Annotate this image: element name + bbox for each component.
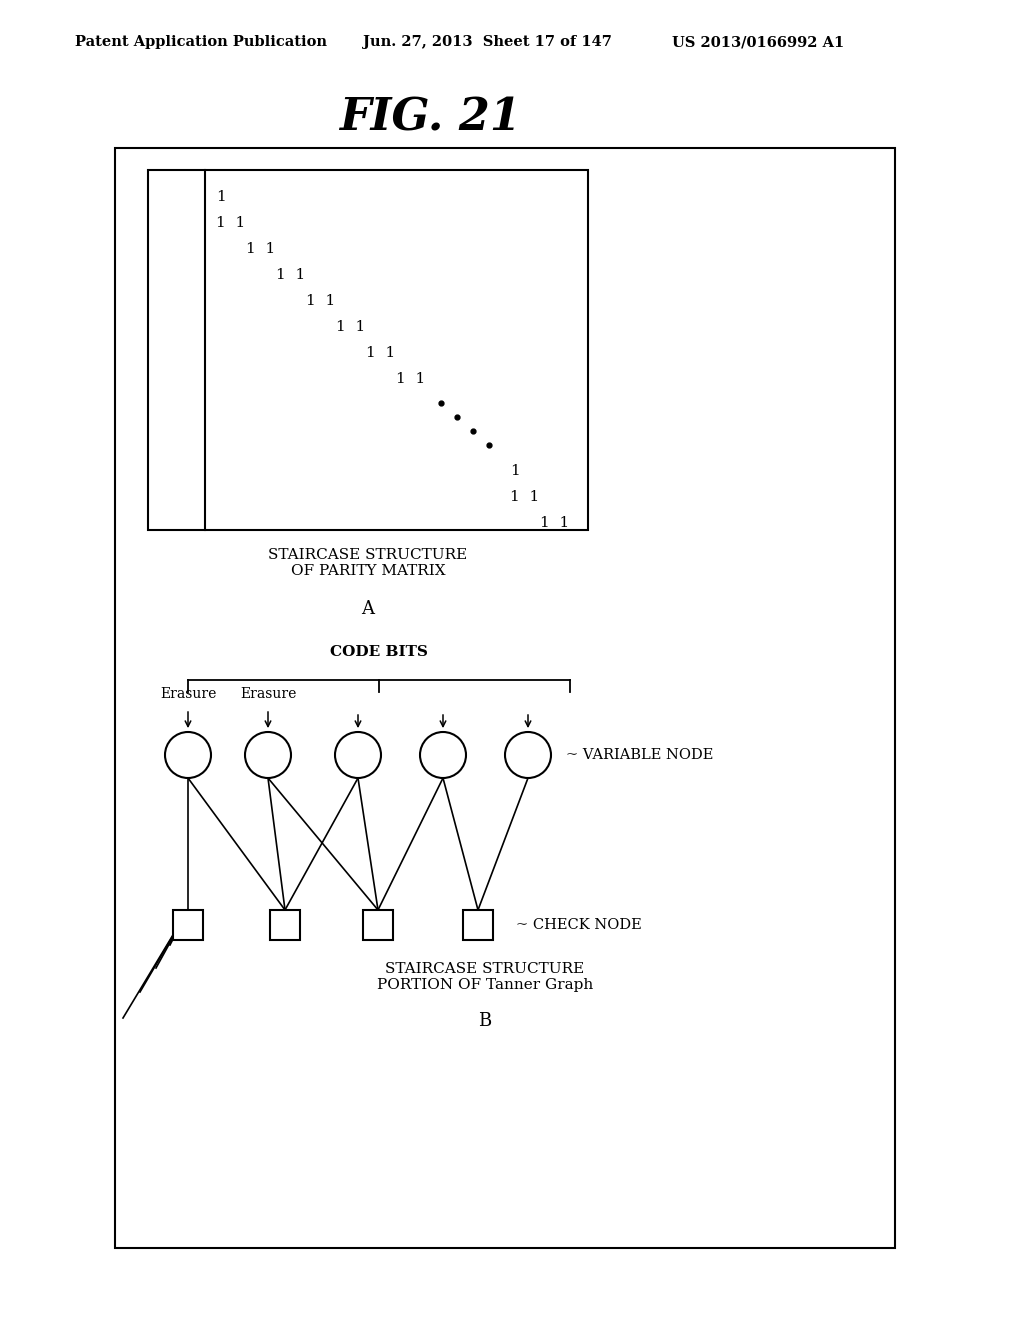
Bar (173, 909, 203, 940)
Text: 1  1: 1 1 (216, 216, 246, 230)
Text: 1  1: 1 1 (276, 268, 305, 282)
Text: CODE BITS: CODE BITS (330, 645, 428, 659)
Text: 1: 1 (510, 465, 520, 478)
Text: ~ VARIABLE NODE: ~ VARIABLE NODE (566, 748, 714, 762)
Text: 1  1: 1 1 (510, 490, 540, 504)
Bar (362, 909, 393, 940)
Text: 1  1: 1 1 (366, 346, 395, 360)
Text: Erasure: Erasure (160, 686, 216, 701)
Circle shape (505, 733, 551, 777)
Text: 1  1: 1 1 (246, 242, 275, 256)
Text: Patent Application Publication: Patent Application Publication (75, 36, 327, 49)
Text: ~ CHECK NODE: ~ CHECK NODE (516, 917, 642, 932)
Text: 1  1: 1 1 (396, 372, 425, 385)
Bar (463, 909, 493, 940)
Text: FIG. 21: FIG. 21 (339, 96, 521, 140)
Bar (115, 148, 895, 1247)
Bar (270, 909, 300, 940)
Text: 1  1: 1 1 (306, 294, 335, 308)
Circle shape (420, 733, 466, 777)
Circle shape (245, 733, 291, 777)
Text: US 2013/0166992 A1: US 2013/0166992 A1 (672, 36, 844, 49)
Text: A: A (361, 601, 375, 618)
Text: STAIRCASE STRUCTURE
OF PARITY MATRIX: STAIRCASE STRUCTURE OF PARITY MATRIX (268, 548, 468, 578)
Circle shape (335, 733, 381, 777)
Circle shape (165, 733, 211, 777)
Text: Jun. 27, 2013  Sheet 17 of 147: Jun. 27, 2013 Sheet 17 of 147 (362, 36, 612, 49)
Text: 1  1: 1 1 (336, 319, 366, 334)
Text: 1  1: 1 1 (540, 516, 569, 531)
Text: 1: 1 (216, 190, 225, 205)
Text: STAIRCASE STRUCTURE
PORTION OF Tanner Graph: STAIRCASE STRUCTURE PORTION OF Tanner Gr… (377, 962, 593, 993)
Text: B: B (478, 1012, 492, 1030)
Text: Erasure: Erasure (240, 686, 296, 701)
Bar (148, 170, 588, 531)
